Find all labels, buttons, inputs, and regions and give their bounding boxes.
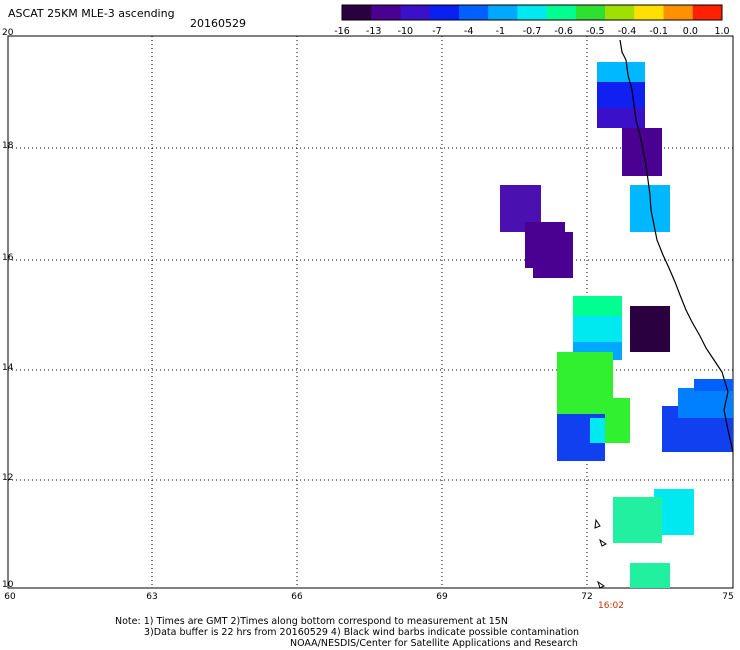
colorbar-segment xyxy=(517,5,548,20)
colorbar-tick-label: -1 xyxy=(495,26,506,37)
lon-label-69: 69 xyxy=(436,592,448,602)
note-line-1: Note: 1) Times are GMT 2)Times along bot… xyxy=(115,616,508,627)
colorbar-tick-label: -0.7 xyxy=(522,26,542,37)
cell xyxy=(573,316,622,342)
coastline xyxy=(619,39,734,453)
cell xyxy=(613,497,662,543)
lon-label-63: 63 xyxy=(146,592,158,602)
time-label: 16:02 xyxy=(598,601,624,611)
lat-label-14: 14 xyxy=(2,363,14,373)
colorbar-tick-label: -0.6 xyxy=(554,26,573,37)
cell xyxy=(597,82,645,108)
lat-label-12: 12 xyxy=(2,473,14,483)
colorbar-tick-label: -0.5 xyxy=(586,26,605,37)
cell xyxy=(573,296,622,316)
data-cells xyxy=(500,62,733,588)
lat-label-16: 16 xyxy=(2,253,14,263)
colorbar-segment xyxy=(692,5,723,20)
plot-frame xyxy=(7,35,734,589)
colorbar-tick-label: -16 xyxy=(334,26,350,37)
lat-label-18: 18 xyxy=(2,141,14,151)
colorbar-tick-label: 0.0 xyxy=(682,26,698,37)
note-line-3: NOAA/NESDIS/Center for Satellite Applica… xyxy=(290,638,578,649)
cell xyxy=(590,418,605,443)
colorbar-segment xyxy=(342,5,372,20)
colorbar-tick-label: -10 xyxy=(397,26,414,37)
colorbar-segment xyxy=(605,5,635,20)
island-outline xyxy=(594,518,607,589)
cell xyxy=(630,306,670,352)
cell xyxy=(597,108,645,128)
colorbar-tick-label: -0.4 xyxy=(617,26,637,37)
colorbar-segment xyxy=(458,5,489,20)
colorbar-tick-label: -4 xyxy=(463,26,474,37)
lon-label-72: 72 xyxy=(581,592,593,602)
colorbar-tick-label: -13 xyxy=(365,26,382,37)
cell xyxy=(597,62,645,84)
lon-label-60: 60 xyxy=(4,592,16,602)
cell xyxy=(557,352,613,414)
map-date: 20160529 xyxy=(190,17,246,30)
colorbar-tick-label: 1.0 xyxy=(714,26,730,37)
cell xyxy=(630,563,670,588)
colorbar-segment xyxy=(429,5,460,20)
note-line-2: 3)Data buffer is 22 hrs from 20160529 4)… xyxy=(144,627,580,638)
cell xyxy=(533,232,573,278)
cell xyxy=(678,388,733,418)
lat-label-10: 10 xyxy=(2,580,14,590)
colorbar-segment xyxy=(371,5,401,20)
colorbar-segment xyxy=(488,5,518,20)
cell xyxy=(622,128,662,176)
lat-label-20: 20 xyxy=(2,28,14,38)
map-title: ASCAT 25KM MLE-3 ascending xyxy=(8,7,175,20)
lon-label-75: 75 xyxy=(722,592,734,602)
cell xyxy=(694,379,733,391)
colorbar-segment xyxy=(546,5,577,20)
colorbar-tick-label: -7 xyxy=(432,26,442,37)
lon-label-66: 66 xyxy=(291,592,303,602)
colorbar-segment xyxy=(400,5,431,20)
cell xyxy=(605,398,630,443)
colorbar-segment xyxy=(575,5,606,20)
colorbar-segment xyxy=(634,5,665,20)
colorbar-frame xyxy=(341,4,723,21)
colorbar-tick-label: -0.1 xyxy=(649,26,668,37)
colorbar-segment xyxy=(663,5,694,20)
